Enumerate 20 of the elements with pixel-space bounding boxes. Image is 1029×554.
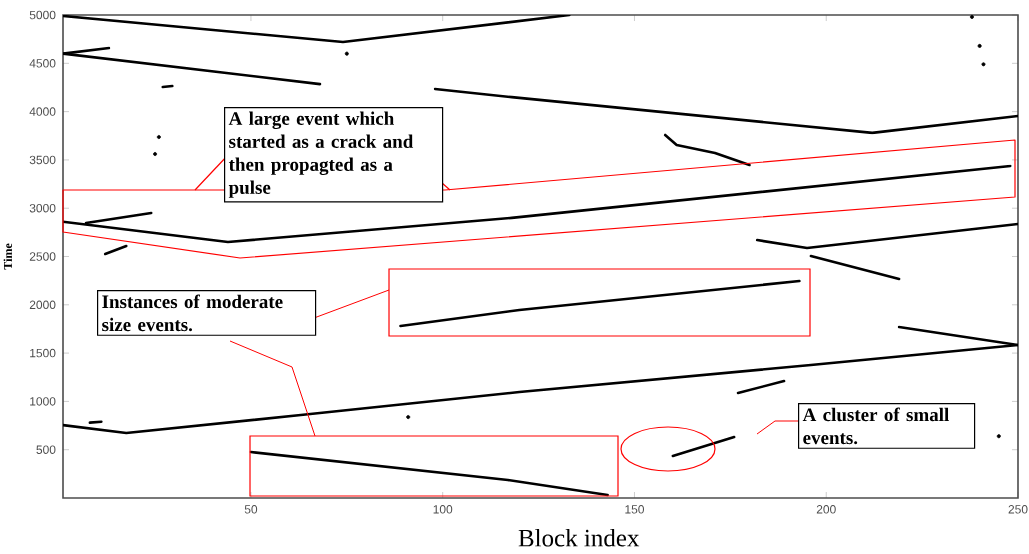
x-tick-label: 250 <box>1008 505 1028 514</box>
y-tick-label: 1000 <box>30 397 56 406</box>
y-tick-label: 2500 <box>29 252 56 261</box>
annotation: A cluster of small events. <box>802 407 949 445</box>
y-tick-label: 3000 <box>29 203 56 213</box>
y-tick-label: 1500 <box>30 348 56 358</box>
y-tick-label: 2000 <box>29 300 56 310</box>
y-axis-title: Time <box>3 243 13 270</box>
y-tick-label: 4000 <box>29 107 56 116</box>
y-tick-label: 500 <box>36 445 56 454</box>
x-tick-label: 50 <box>244 505 258 514</box>
annotation: Instances of moderate size events. <box>102 294 283 332</box>
x-tick-label: 200 <box>816 505 836 514</box>
y-tick-label: 5000 <box>29 10 56 20</box>
x-axis-title: Block index <box>518 528 640 547</box>
annotation: A large event which started as a crack and then propagted as a pulse <box>228 111 414 198</box>
x-tick-label: 150 <box>625 505 645 514</box>
y-tick-label: 4500 <box>29 59 56 68</box>
y-tick-label: 3500 <box>29 155 56 165</box>
x-tick-label: 100 <box>433 505 453 514</box>
